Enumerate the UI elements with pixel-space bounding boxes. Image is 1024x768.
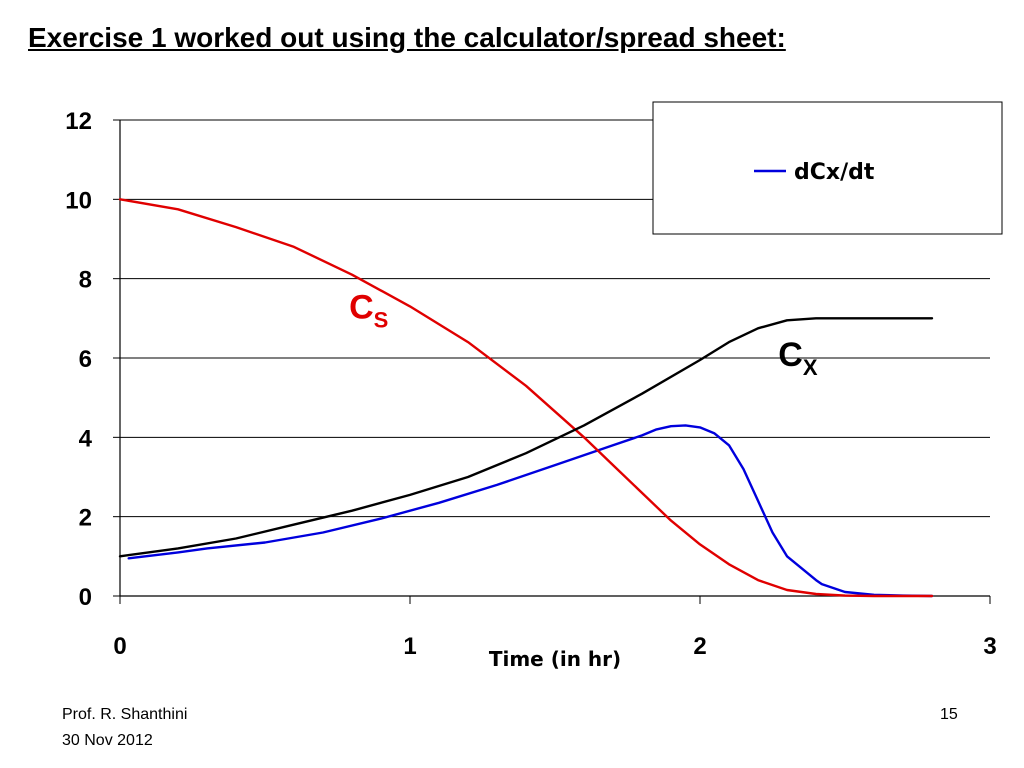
y-tick-label: 2 xyxy=(79,505,92,532)
y-tick-label: 10 xyxy=(65,187,92,214)
series-line-1 xyxy=(127,424,934,598)
series-line-3 xyxy=(118,317,934,558)
x-axis-label: Time (in hr) xyxy=(489,647,621,671)
page-number: 15 xyxy=(940,706,958,723)
x-tick-label: 3 xyxy=(983,633,996,660)
y-tick-label: 0 xyxy=(79,584,92,611)
legend-label: dCx/dt xyxy=(794,160,875,185)
series-line-2 xyxy=(118,198,934,598)
x-tick-label: 0 xyxy=(113,633,126,660)
annotation-subscript: S xyxy=(374,307,389,332)
x-tick-label: 1 xyxy=(403,633,416,660)
curve-annotation-1: CS xyxy=(349,288,388,332)
y-tick-label: 12 xyxy=(65,108,92,135)
x-tick-label: 2 xyxy=(693,633,706,660)
annotation-main: C xyxy=(349,288,374,326)
footer-author: Prof. R. Shanthini xyxy=(62,706,188,723)
y-tick-label: 8 xyxy=(79,267,92,294)
annotation-subscript: X xyxy=(803,355,818,380)
footer-date: 30 Nov 2012 xyxy=(62,732,153,749)
y-tick-label: 6 xyxy=(79,346,92,373)
slide-title: Exercise 1 worked out using the calculat… xyxy=(28,22,786,53)
curve-annotation-2: CX xyxy=(778,336,818,380)
y-tick-label: 4 xyxy=(79,425,93,452)
legend-box xyxy=(652,101,1003,235)
annotation-main: C xyxy=(778,336,803,374)
